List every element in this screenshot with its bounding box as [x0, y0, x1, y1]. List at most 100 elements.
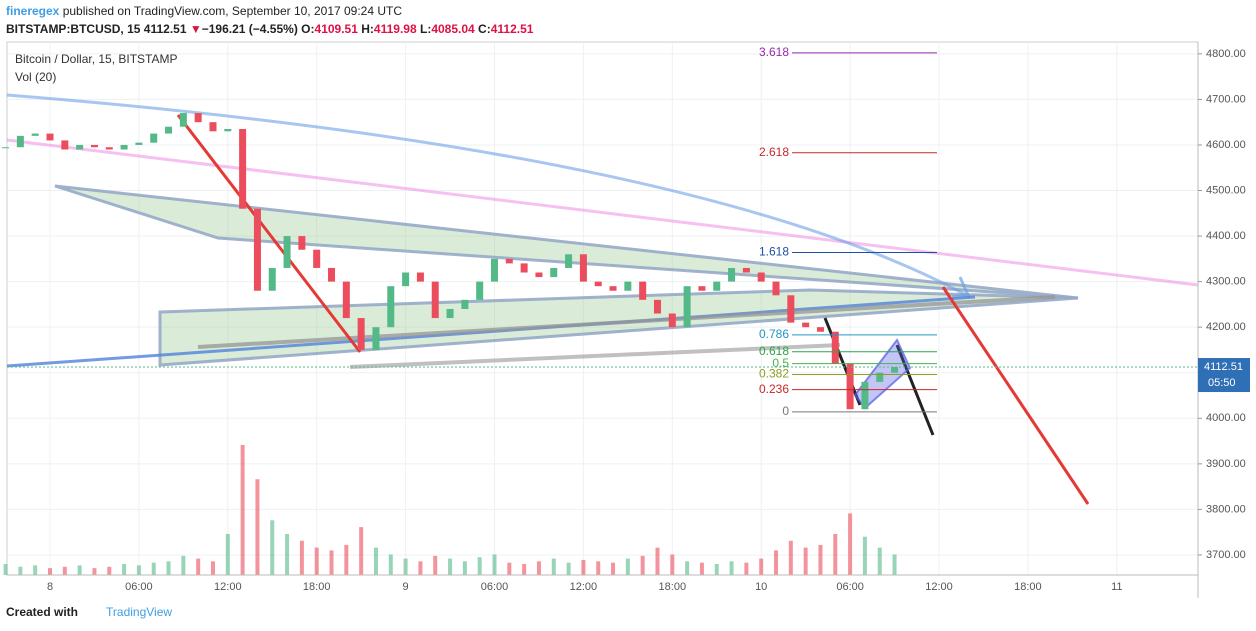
volume-bar: [714, 564, 719, 575]
footer: Created with TradingView: [6, 605, 172, 619]
volume-bar: [92, 568, 97, 575]
candle: [372, 327, 380, 350]
fib-label: 0.5: [772, 356, 789, 370]
candle: [609, 286, 617, 291]
candle: [624, 281, 632, 291]
projection: [176, 114, 362, 353]
volume-bar: [581, 559, 586, 575]
y-tick-label: 4300.00: [1206, 276, 1246, 288]
candles: [2, 113, 899, 410]
candle: [328, 267, 336, 282]
x-tick-label: 12:00: [925, 581, 953, 593]
volume-bar: [818, 544, 823, 575]
candle: [491, 258, 498, 282]
volume-bar: [536, 561, 541, 575]
volume-bar: [848, 513, 853, 575]
volume-bar: [166, 561, 171, 575]
grid: [7, 42, 1198, 575]
volume-bar: [210, 561, 215, 575]
x-tick-label: 11: [1111, 581, 1122, 593]
time-label: 05:50: [1208, 377, 1236, 389]
candle: [565, 254, 573, 268]
volume-label: Vol (20): [15, 70, 56, 84]
candle: [653, 299, 661, 314]
volume-bar: [270, 520, 275, 575]
candle: [461, 299, 469, 309]
candle: [579, 254, 587, 282]
x-tick-label: 06:00: [125, 581, 153, 593]
candle: [298, 236, 306, 250]
user[interactable]: fineregex: [6, 4, 60, 18]
y-tick-label: 4700.00: [1206, 93, 1246, 105]
candle: [135, 142, 143, 145]
o-label: O:: [301, 22, 315, 36]
volume-bar: [744, 562, 749, 575]
candle: [209, 122, 217, 132]
candle: [698, 286, 706, 291]
x-tick-label: 18:00: [659, 581, 687, 593]
candle: [194, 113, 202, 123]
volume-bar: [3, 564, 8, 575]
candle: [742, 267, 750, 273]
volume-bar: [122, 564, 127, 575]
volume-bar: [314, 547, 319, 575]
volume-bar: [492, 554, 497, 575]
candle: [16, 135, 24, 148]
ohlc-line: BITSTAMP:BTCUSD, 15 4112.51 ▼−196.21 (−4…: [6, 22, 533, 36]
arrow-head: [951, 276, 971, 299]
y-tick-label: 4600.00: [1206, 139, 1246, 151]
candle: [224, 129, 232, 132]
candle: [728, 267, 736, 282]
volume-bar: [225, 533, 230, 575]
volume-bar: [33, 565, 38, 575]
brand[interactable]: TradingView: [106, 605, 173, 619]
volume-bar: [448, 558, 453, 575]
volume-bar: [833, 533, 838, 575]
candle: [772, 281, 780, 296]
volume-bar: [388, 554, 393, 575]
volume-bar: [344, 544, 349, 575]
volume-bar: [48, 568, 52, 575]
y-tick-label: 4500.00: [1206, 184, 1246, 196]
volume-bar: [418, 561, 423, 575]
candle: [283, 236, 291, 268]
candle: [787, 295, 795, 323]
candle: [165, 126, 173, 134]
volume-bar: [862, 536, 867, 575]
volume-bar: [507, 562, 512, 575]
candle: [757, 272, 765, 282]
x-tick-label: 06:00: [836, 581, 864, 593]
volume-bar: [640, 555, 645, 575]
volume-bar: [18, 566, 23, 575]
x-tick-label: 8: [47, 581, 53, 593]
x-tick-label: 12:00: [214, 581, 242, 593]
created: Created with: [6, 605, 79, 619]
candle: [313, 249, 321, 268]
volume-bar: [774, 550, 779, 575]
last: 4112.51: [143, 22, 187, 36]
candle: [668, 313, 676, 328]
y-tick-label: 3900.00: [1206, 458, 1246, 470]
candle: [683, 286, 691, 328]
candle: [357, 318, 365, 350]
x-tick-label: 10: [755, 581, 767, 593]
candle: [802, 322, 810, 328]
y-tick-label: 3800.00: [1206, 503, 1246, 515]
volume-bar: [611, 562, 616, 575]
fib-label: 0.236: [759, 382, 789, 396]
candle: [239, 129, 247, 209]
candle: [90, 144, 98, 148]
low: 4085.04: [431, 22, 475, 36]
candle: [520, 263, 528, 273]
close: 4112.51: [490, 22, 534, 36]
volume-bar: [759, 558, 764, 575]
candle: [713, 281, 721, 291]
y-tick-label: 3700.00: [1206, 549, 1246, 561]
x-tick-label: 18:00: [303, 581, 331, 593]
volume-bar: [788, 540, 793, 575]
high: 4119.98: [373, 22, 417, 36]
candle: [861, 381, 869, 410]
trendline: [6, 138, 1199, 287]
candle: [76, 144, 84, 150]
arrow: ▼: [189, 22, 202, 36]
